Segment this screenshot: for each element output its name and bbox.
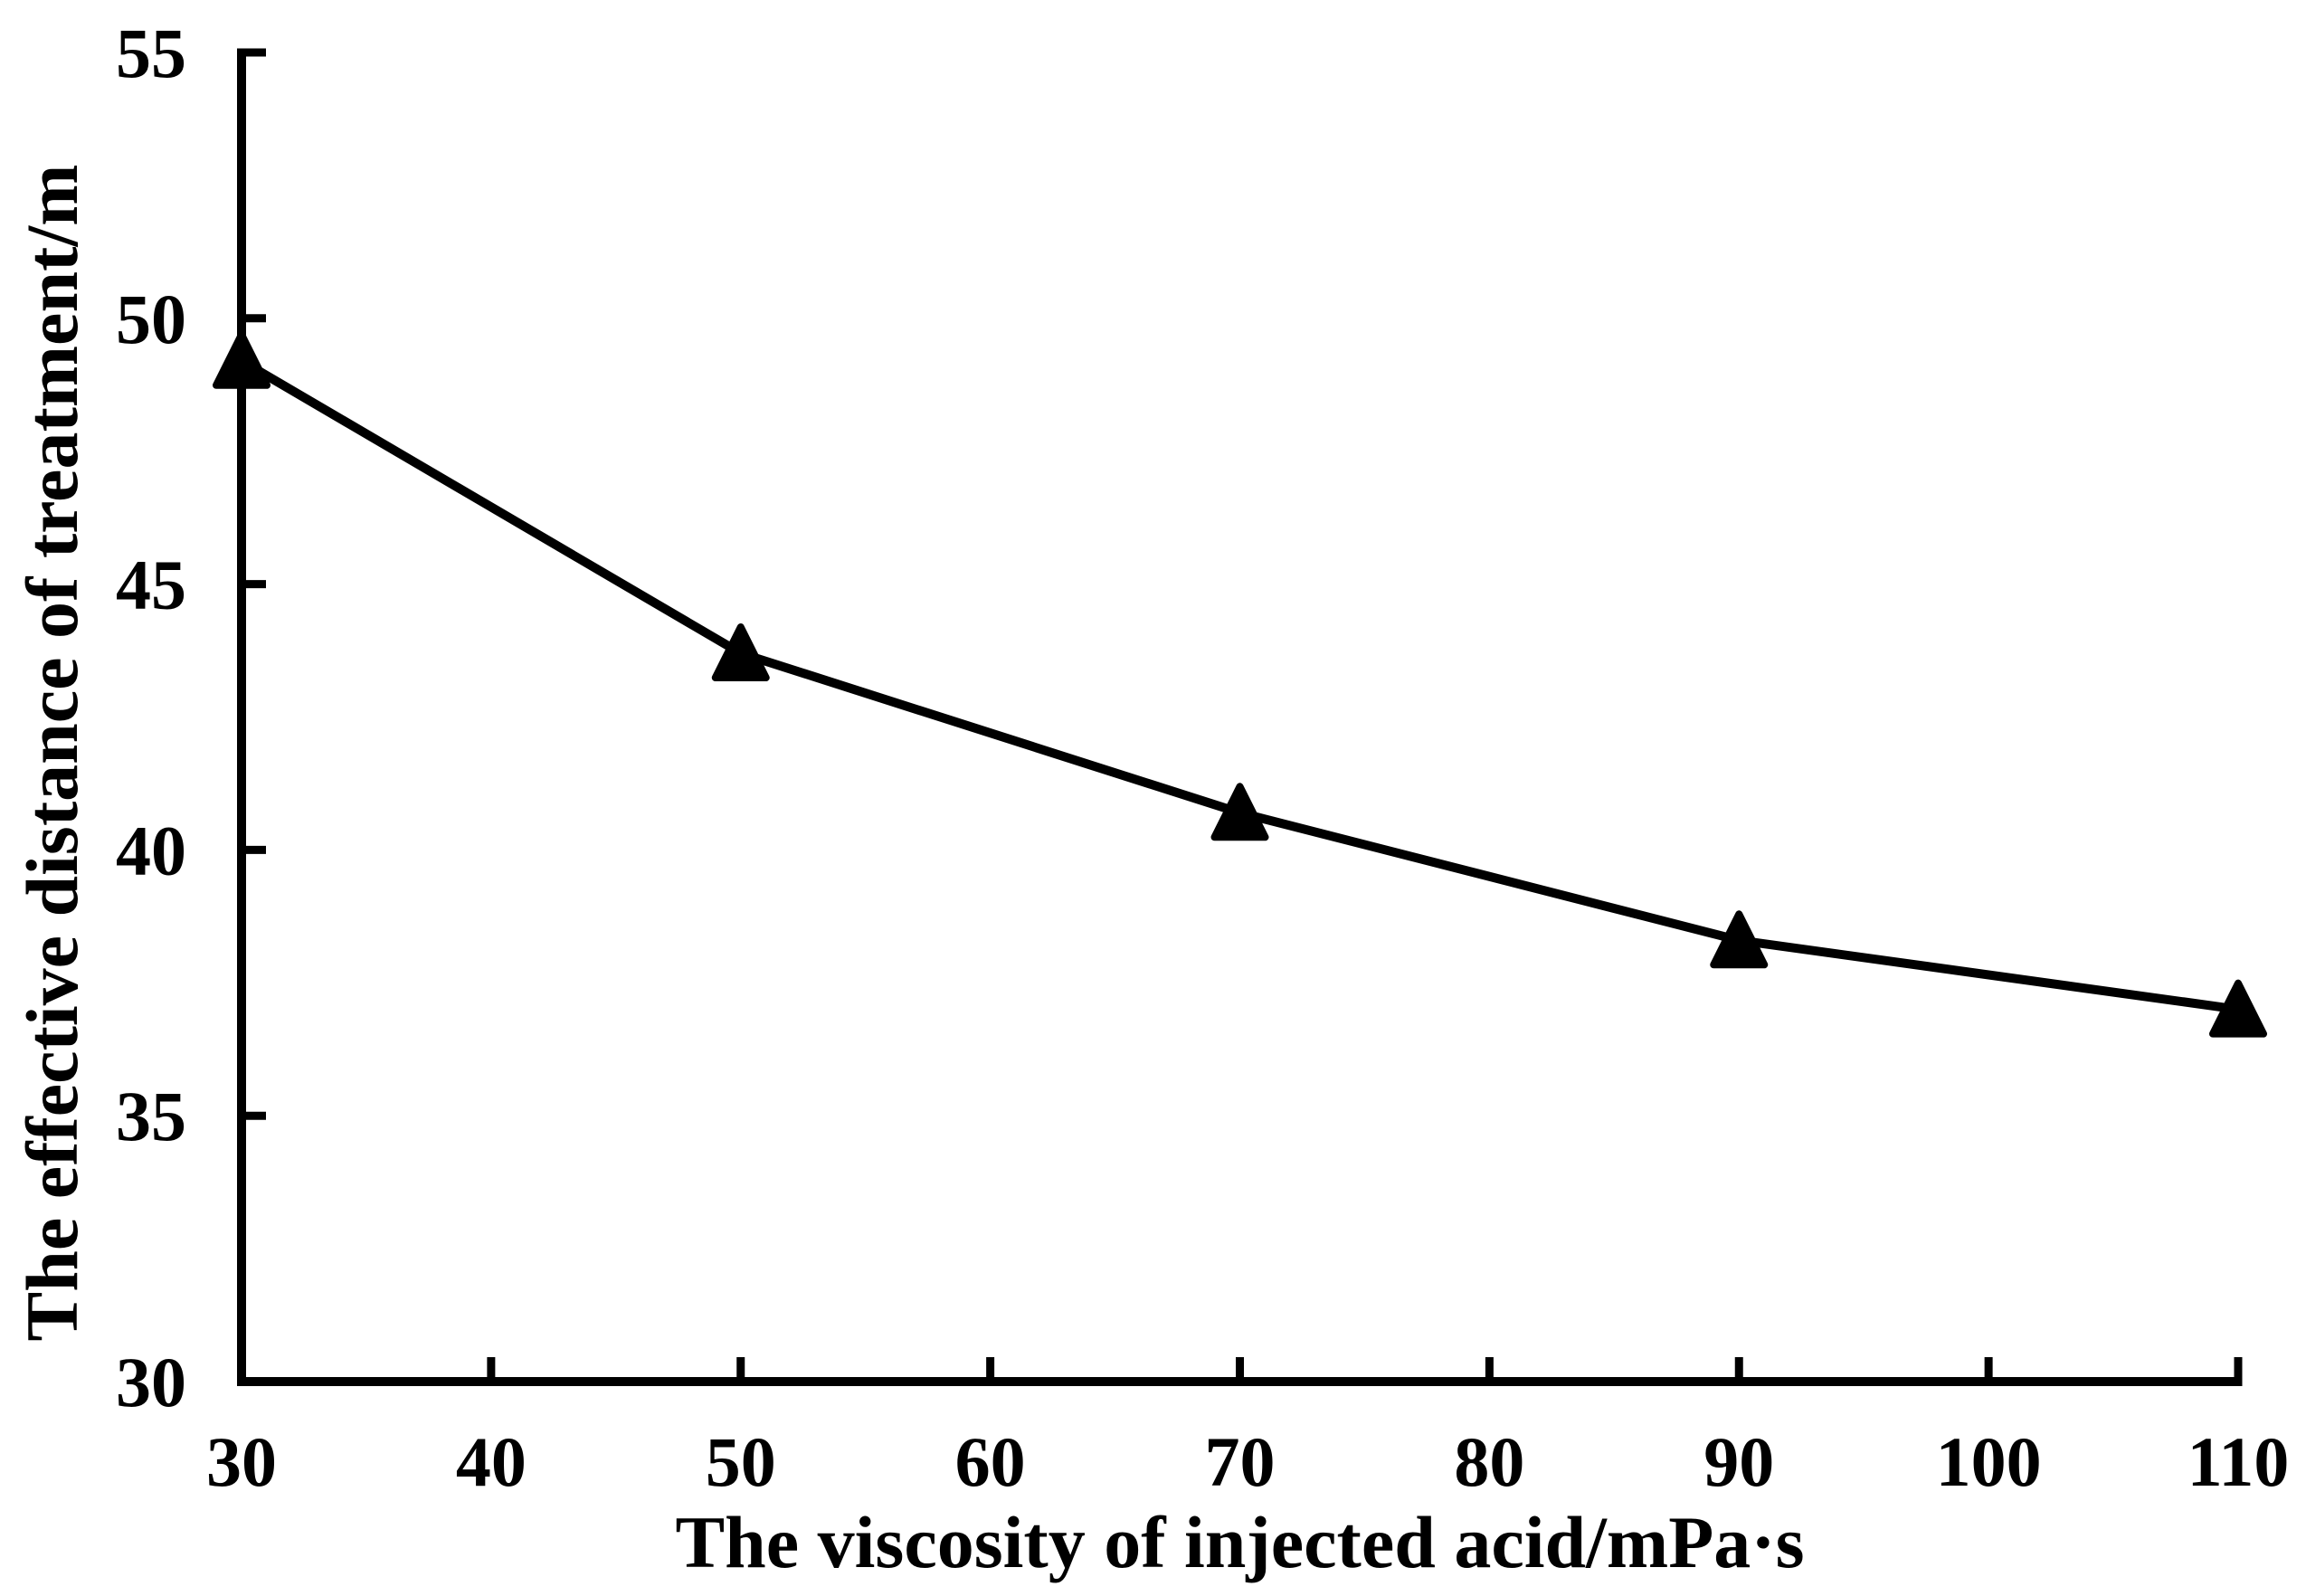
x-tick-label: 80 — [1454, 1422, 1524, 1501]
y-tick-label: 35 — [116, 1077, 186, 1155]
x-tick-label: 100 — [1936, 1422, 2042, 1501]
data-line — [239, 356, 2239, 1014]
x-tick-label: 30 — [206, 1422, 277, 1501]
data-point-marker — [2209, 979, 2267, 1038]
y-axis-title: The effective distance of treatment/m — [10, 164, 93, 1342]
x-tick-label: 70 — [1205, 1422, 1276, 1501]
y-tick-label: 50 — [116, 280, 186, 358]
y-tick-label: 30 — [116, 1343, 186, 1421]
x-tick-label: 50 — [706, 1422, 776, 1501]
data-point-marker — [1710, 910, 1769, 969]
y-tick-label: 45 — [116, 546, 186, 624]
x-tick-label: 90 — [1703, 1422, 1774, 1501]
data-point-marker — [213, 330, 270, 389]
x-tick-label: 110 — [2187, 1422, 2290, 1501]
x-tick-label: 40 — [456, 1422, 527, 1501]
data-point-marker — [1210, 783, 1269, 841]
x-tick-label: 60 — [955, 1422, 1026, 1501]
y-tick-label: 40 — [116, 811, 186, 889]
x-axis-title: The viscosity of injected acid/mPa·s — [675, 1501, 1805, 1583]
y-tick-label: 55 — [116, 14, 186, 92]
data-point-marker — [711, 622, 770, 681]
